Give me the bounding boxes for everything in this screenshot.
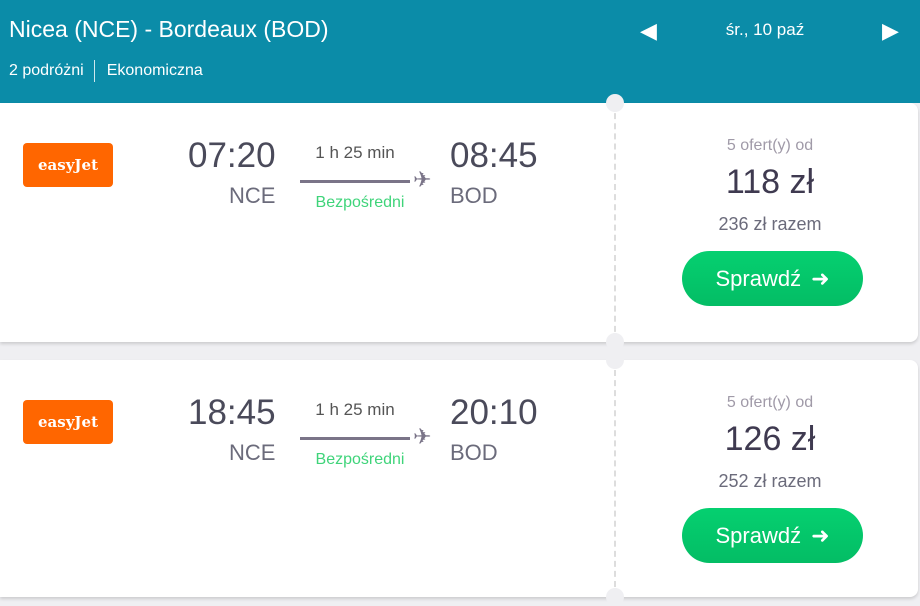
duration: 1 h 25 min xyxy=(315,143,395,162)
arrow-right-icon: ➜ xyxy=(811,265,830,291)
price: 126 zł xyxy=(724,420,816,458)
price: 118 zł xyxy=(725,163,815,201)
departure-airport: NCE xyxy=(229,183,276,208)
plane-icon: ✈ xyxy=(413,424,432,449)
check-button[interactable]: Sprawdź ➜ xyxy=(682,508,863,563)
selected-date[interactable]: śr., 10 paź xyxy=(725,20,805,39)
check-button-label: Sprawdź xyxy=(715,522,802,548)
airline-logo: easyJet xyxy=(23,143,113,187)
stops: Bezpośredni xyxy=(315,194,405,211)
departure-airport: NCE xyxy=(229,440,276,465)
offers-count: 5 ofert(y) od xyxy=(726,137,814,154)
notch xyxy=(606,588,624,606)
airline-logo: easyJet xyxy=(23,400,113,444)
route-line xyxy=(300,437,410,440)
plane-icon: ✈ xyxy=(413,167,432,192)
stops: Bezpośredni xyxy=(315,451,405,468)
divider xyxy=(93,60,95,82)
search-header: Nicea (NCE) - Bordeaux (BOD) 2 podróżni … xyxy=(0,0,920,103)
arrival-time: 20:10 xyxy=(450,393,538,432)
search-summary: 2 podróżni Ekonomiczna xyxy=(9,60,203,82)
route-line xyxy=(300,180,410,183)
check-button-label: Sprawdź xyxy=(715,265,802,291)
prev-date-caret-left-icon[interactable]: ◀ xyxy=(640,18,657,43)
offers-count: 5 ofert(y) od xyxy=(726,394,814,411)
cabin-class[interactable]: Ekonomiczna xyxy=(106,62,203,79)
departure-time: 07:20 xyxy=(188,136,276,175)
notch xyxy=(606,333,624,351)
notch xyxy=(606,351,624,369)
arrow-right-icon: ➜ xyxy=(811,522,830,548)
route-title: Nicea (NCE) - Bordeaux (BOD) xyxy=(9,16,329,42)
check-button[interactable]: Sprawdź ➜ xyxy=(682,251,863,306)
divider xyxy=(614,103,616,342)
departure-time: 18:45 xyxy=(188,393,276,432)
flight-result-card[interactable]: easyJet 07:20 NCE 1 h 25 min ✈ Bezpośred… xyxy=(0,94,918,351)
divider xyxy=(614,360,616,597)
arrival-airport: BOD xyxy=(450,183,498,208)
arrival-airport: BOD xyxy=(450,440,498,465)
total-price: 236 zł razem xyxy=(718,214,822,234)
next-date-caret-right-icon[interactable]: ▶ xyxy=(882,18,899,43)
notch xyxy=(606,94,624,112)
flight-result-card[interactable]: easyJet 18:45 NCE 1 h 25 min ✈ Bezpośred… xyxy=(0,351,918,606)
travellers[interactable]: 2 podróżni xyxy=(9,62,84,79)
total-price: 252 zł razem xyxy=(718,471,822,491)
arrival-time: 08:45 xyxy=(450,136,538,175)
duration: 1 h 25 min xyxy=(315,400,395,419)
